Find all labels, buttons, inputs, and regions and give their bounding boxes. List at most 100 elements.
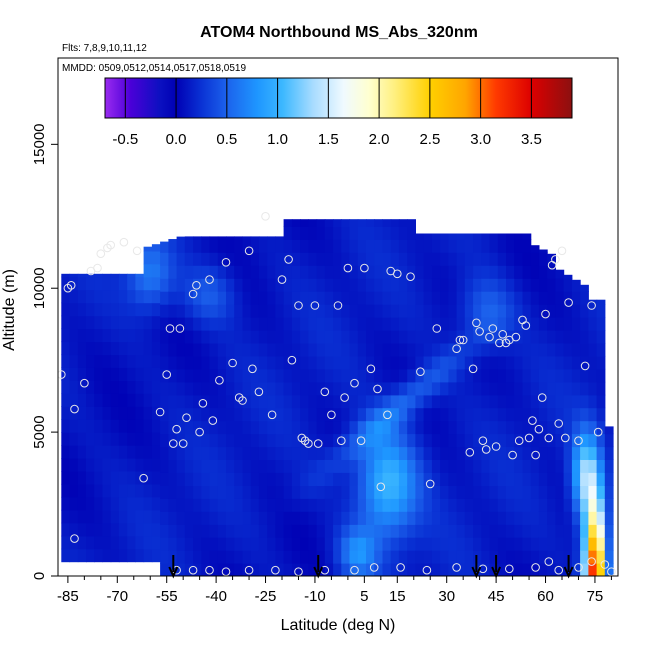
field-cell (357, 381, 367, 396)
field-cell (596, 563, 606, 576)
field-cell (275, 511, 285, 525)
field-cell (267, 304, 276, 318)
field-cell (209, 239, 219, 253)
field-cell (184, 278, 194, 292)
flight-profile-point (165, 324, 175, 333)
field-cell (431, 381, 441, 396)
field-cell (258, 472, 268, 486)
field-cell (94, 341, 103, 356)
field-cell (489, 317, 499, 331)
field-cell (538, 524, 548, 538)
field-cell (415, 498, 425, 512)
field-cell (234, 342, 243, 357)
field-cell (571, 524, 581, 538)
field-cell (291, 252, 301, 266)
field-cell (440, 233, 449, 240)
field-cell (61, 276, 71, 291)
field-cell (431, 330, 441, 344)
flight-profile-point (287, 355, 297, 365)
field-cell (571, 291, 581, 305)
field-cell (440, 407, 449, 422)
field-cell (382, 498, 392, 512)
field-cell (580, 485, 589, 499)
field-cell (506, 394, 515, 409)
flight-profile-point (304, 439, 313, 448)
field-cell (168, 368, 178, 383)
field-cell (151, 393, 161, 407)
field-cell (61, 509, 71, 524)
field-cell (176, 239, 186, 253)
field-cell (497, 265, 507, 279)
field-cell (283, 252, 293, 266)
field-cell (398, 330, 408, 344)
field-cell (258, 446, 268, 460)
field-cell (258, 330, 268, 344)
field-cell (209, 472, 219, 486)
field-cell (522, 511, 532, 525)
field-cell (324, 239, 334, 253)
field-cell (160, 537, 169, 551)
field-cell (431, 420, 441, 435)
field-cell (596, 355, 606, 370)
field-cell (547, 537, 556, 551)
field-cell (588, 433, 598, 448)
field-cell (464, 291, 474, 305)
field-cell (357, 304, 367, 318)
field-cell (151, 458, 161, 472)
field-cell (300, 278, 309, 292)
field-cell (283, 524, 293, 538)
field-cell (333, 304, 342, 318)
field-cell (530, 355, 540, 370)
field-cell (242, 265, 252, 279)
field-cell (127, 276, 136, 291)
field-cell (176, 563, 186, 576)
flight-profile-point (478, 436, 488, 446)
flight-profile-point (574, 563, 583, 572)
field-cell (596, 299, 606, 305)
field-cell (522, 252, 532, 266)
field-cell (110, 406, 120, 420)
field-cell (423, 550, 433, 564)
field-cell (176, 304, 186, 318)
field-cell (69, 393, 79, 407)
field-cell (571, 563, 581, 576)
field-cell (184, 485, 194, 499)
field-cell (588, 472, 598, 486)
flight-profile-point (337, 436, 346, 446)
field-cell (61, 273, 71, 278)
field-cell (349, 304, 359, 318)
field-cell (69, 548, 79, 563)
field-cell (201, 252, 211, 266)
field-cell (547, 524, 556, 538)
field-cell (316, 304, 326, 318)
field-cell (250, 498, 260, 512)
field-cell (506, 498, 515, 512)
field-cell (168, 446, 178, 460)
field-cell (110, 276, 120, 291)
field-cell (300, 304, 309, 318)
field-cell (127, 483, 136, 498)
field-cell (168, 511, 178, 525)
field-cell (267, 236, 276, 240)
field-cell (291, 407, 301, 422)
field-cell (94, 315, 103, 330)
field-cell (110, 509, 120, 524)
field-cell (283, 330, 293, 344)
x-tick-label: 60 (537, 588, 554, 605)
field-cell (506, 368, 515, 383)
field-cell (209, 550, 219, 564)
field-cell (143, 432, 153, 446)
field-cell (341, 524, 351, 538)
field-cell (118, 522, 128, 537)
field-cell (242, 252, 252, 266)
field-cell (217, 317, 227, 331)
flight-profile-point (425, 479, 435, 489)
field-cell (242, 537, 252, 551)
field-cell (563, 342, 573, 357)
field-cell (193, 278, 202, 292)
flight-profile-point (327, 410, 336, 420)
field-cell (506, 381, 515, 396)
field-cell (522, 239, 532, 253)
field-cell (176, 236, 186, 240)
field-cell (580, 342, 589, 357)
